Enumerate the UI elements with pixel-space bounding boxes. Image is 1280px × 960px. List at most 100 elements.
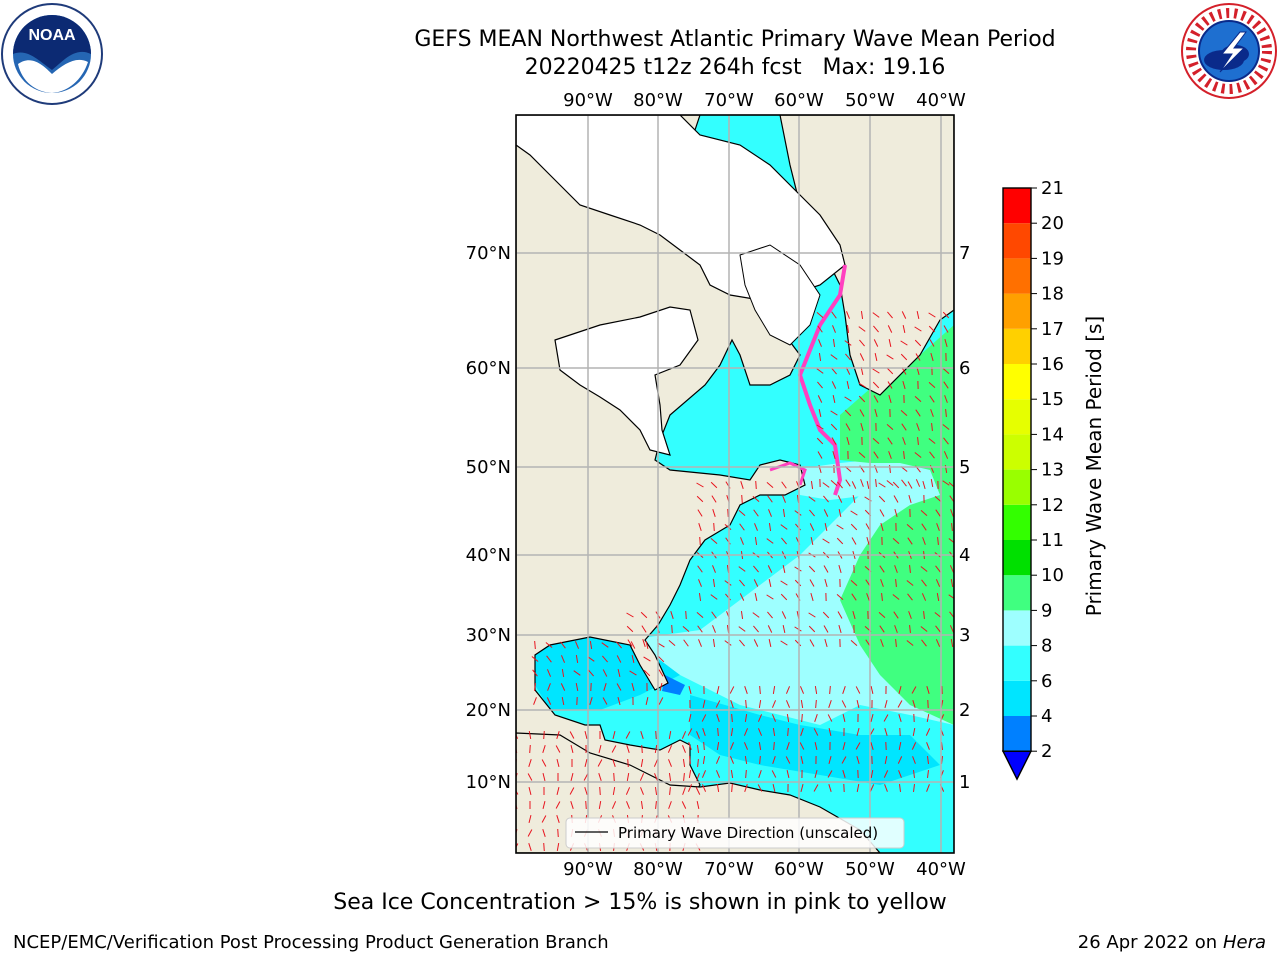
wave-direction-arrow — [782, 495, 786, 503]
wave-direction-arrow — [930, 409, 934, 417]
wave-direction-arrow — [879, 509, 885, 517]
wave-direction-arrow — [911, 686, 917, 694]
wave-direction-arrow — [884, 755, 888, 765]
footer-host: Hera — [1222, 932, 1266, 953]
sea-ice-hudson-bay — [554, 306, 699, 456]
wave-direction-arrow — [697, 565, 703, 573]
wave-direction-arrow — [866, 537, 870, 545]
wave-direction-arrow — [937, 536, 939, 546]
colorbar-tick-label: 9 — [1041, 600, 1052, 621]
colorbar-tick-label: 17 — [1041, 319, 1064, 340]
wave-direction-arrow — [654, 773, 658, 781]
wave-direction-arrow — [516, 773, 518, 779]
wave-direction-arrow — [589, 640, 593, 650]
wave-direction-arrow — [516, 843, 519, 849]
wave-direction-arrow — [837, 481, 843, 489]
wave-direction-arrow — [883, 714, 889, 722]
wave-direction-arrow — [872, 437, 880, 445]
wave-direction-arrow — [716, 685, 720, 695]
wave-direction-arrow — [786, 742, 790, 750]
wave-direction-arrow — [528, 759, 532, 767]
wave-direction-arrow — [527, 773, 533, 781]
colorbar-tick-label: 4 — [1041, 706, 1052, 727]
wave-direction-arrow — [699, 536, 701, 546]
wave-direction-arrow — [782, 564, 786, 574]
wave-direction-arrow — [701, 770, 707, 778]
wave-direction-arrow — [575, 682, 579, 692]
wave-direction-arrow — [836, 524, 844, 530]
wave-direction-arrow — [688, 713, 692, 723]
wave-direction-arrow — [781, 611, 787, 619]
wave-direction-arrow — [881, 592, 883, 602]
wave-direction-arrow — [930, 478, 934, 488]
wave-direction-arrow — [914, 395, 922, 403]
wave-direction-arrow — [569, 787, 575, 795]
colorbar-tick-label: 14 — [1041, 424, 1064, 445]
wave-direction-arrow — [942, 424, 950, 430]
wave-direction-arrow — [641, 625, 647, 633]
wave-direction-arrow — [687, 728, 693, 736]
colorbar-segment — [1003, 610, 1031, 646]
wave-direction-arrow — [810, 593, 814, 601]
wave-direction-arrow — [902, 381, 906, 389]
wave-direction-arrow — [870, 742, 874, 750]
wave-direction-arrow — [696, 482, 704, 488]
lon-label-bottom: 60°W — [774, 859, 824, 880]
wave-direction-arrow — [850, 523, 858, 531]
wave-direction-arrow — [603, 683, 607, 691]
map-legend: Primary Wave Direction (unscaled) — [565, 817, 905, 849]
wave-direction-arrow — [658, 697, 664, 705]
wave-direction-arrow — [872, 368, 880, 374]
wave-direction-arrow — [860, 479, 864, 487]
wave-direction-arrow — [897, 756, 903, 764]
wave-direction-arrow — [872, 312, 880, 318]
lon-label-bottom: 50°W — [845, 859, 895, 880]
wave-direction-arrow — [898, 714, 902, 722]
colorbar-tick-label: 19 — [1041, 248, 1064, 269]
wave-direction-arrow — [696, 773, 700, 781]
wave-direction-arrow — [894, 625, 898, 633]
wave-direction-arrow — [824, 579, 828, 587]
wave-direction-arrow — [794, 566, 802, 572]
wave-direction-arrow — [928, 438, 936, 444]
wave-direction-arrow — [898, 770, 902, 778]
wave-direction-arrow — [643, 669, 651, 677]
wave-direction-arrow — [682, 745, 686, 753]
wave-direction-arrow — [948, 594, 954, 599]
wave-direction-arrow — [745, 769, 747, 779]
wave-direction-arrow — [892, 594, 900, 600]
wave-direction-arrow — [935, 625, 941, 633]
wave-direction-arrow — [715, 756, 721, 764]
wave-direction-arrow — [717, 727, 719, 737]
wave-direction-arrow — [755, 480, 757, 490]
wave-direction-arrow — [758, 770, 762, 778]
wave-direction-arrow — [951, 522, 953, 532]
wave-direction-arrow — [710, 538, 718, 544]
wave-direction-arrow — [757, 728, 763, 736]
lat-label-right: 20°N — [959, 700, 970, 721]
wave-direction-arrow — [934, 495, 942, 503]
wave-direction-arrow — [855, 686, 861, 694]
wave-direction-arrow — [817, 395, 823, 403]
wave-direction-arrow — [846, 437, 850, 445]
wave-direction-arrow — [893, 495, 899, 503]
lat-label-right: 70°N — [959, 243, 970, 264]
wave-direction-arrow — [631, 683, 635, 691]
wave-direction-arrow — [809, 509, 815, 517]
wave-direction-arrow — [887, 437, 893, 445]
wave-direction-arrow — [668, 759, 672, 767]
wave-direction-arrow — [601, 655, 609, 663]
top-longitude-labels: 90°W 80°W 70°W 60°W 50°W 40°W — [563, 90, 966, 111]
wave-direction-arrow — [800, 784, 804, 792]
lon-label-top: 80°W — [633, 90, 683, 111]
wave-direction-arrow — [697, 509, 703, 517]
wave-direction-arrow — [852, 611, 856, 619]
wave-direction-arrow — [701, 714, 707, 722]
wave-direction-arrow — [814, 741, 818, 751]
wave-direction-arrow — [928, 381, 936, 389]
wave-direction-arrow — [711, 495, 717, 503]
wave-direction-arrow — [913, 769, 915, 779]
map-frame — [515, 114, 955, 854]
wave-direction-arrow — [711, 611, 717, 619]
wave-direction-arrow — [753, 625, 759, 633]
